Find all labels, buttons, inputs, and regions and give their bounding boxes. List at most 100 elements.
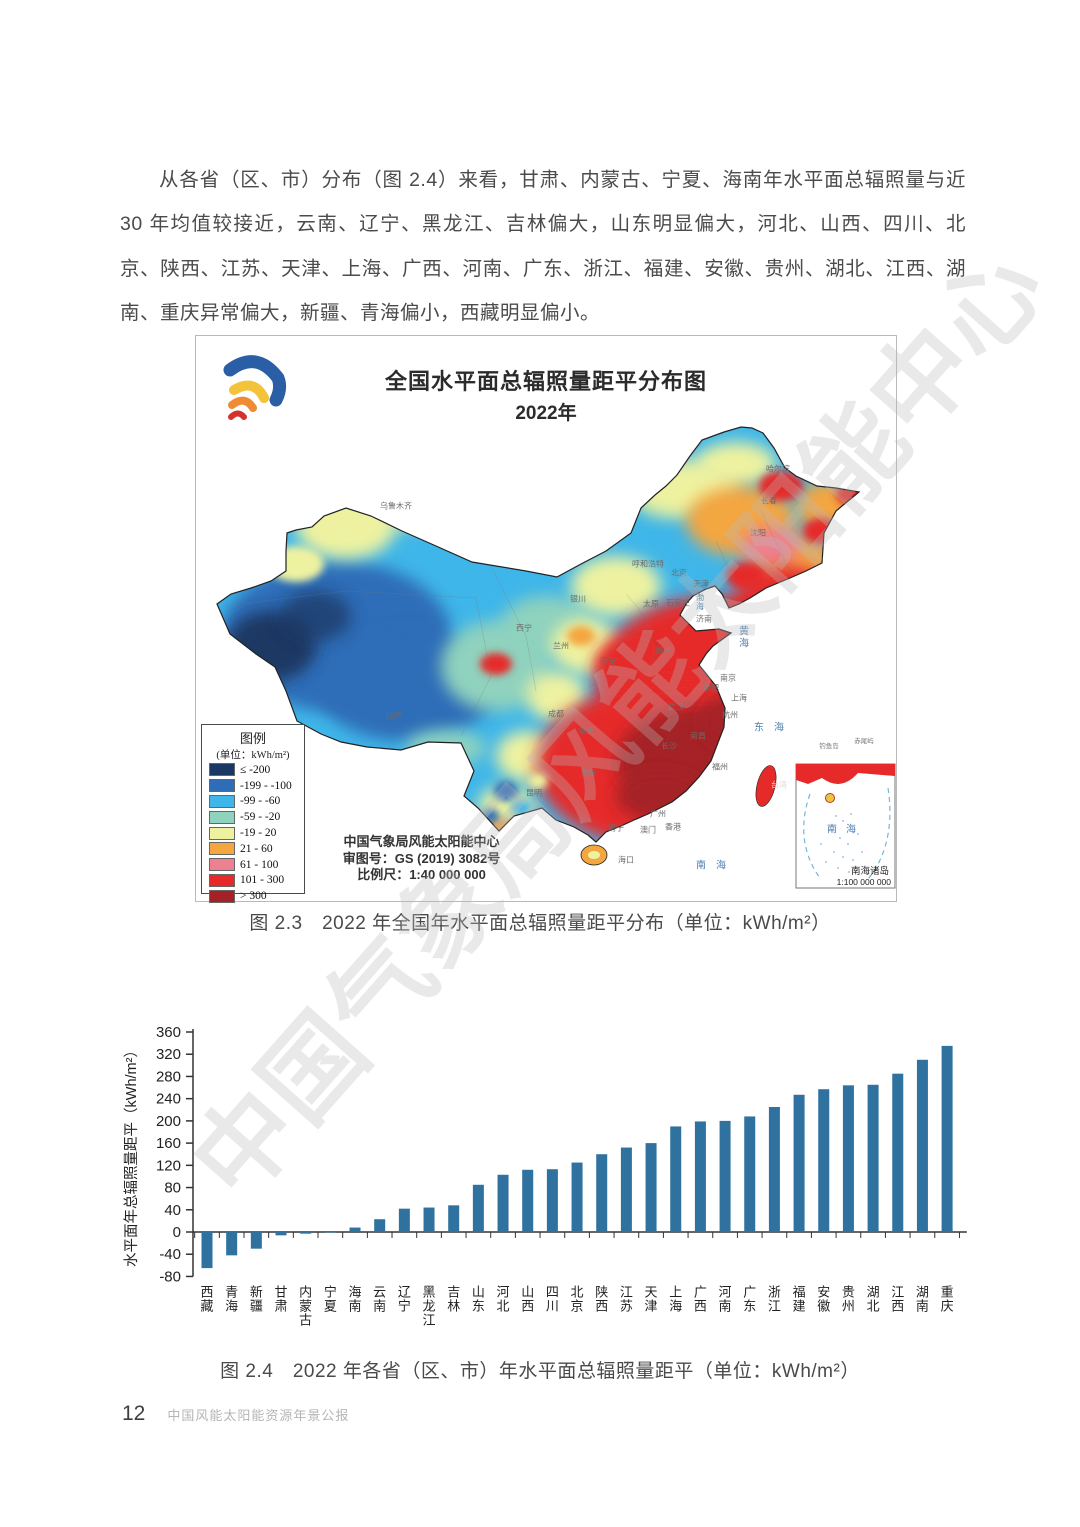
bar-青海	[226, 1232, 238, 1256]
city-label: 长沙	[661, 741, 677, 751]
legend-swatch	[209, 810, 235, 824]
svg-text:320: 320	[156, 1046, 181, 1063]
bar-黑龙江	[423, 1207, 435, 1232]
city-label: 沈阳	[750, 528, 766, 538]
sea-label: 东海	[754, 722, 794, 734]
city-label: 西安	[600, 656, 616, 666]
legend-swatch	[209, 858, 235, 872]
bar-福建	[793, 1094, 805, 1232]
city-label: 兰州	[553, 641, 569, 651]
svg-text:120: 120	[156, 1157, 181, 1174]
map-note-approval: 审图号：GS (2019) 3082号	[342, 850, 501, 866]
x-label-黑龙江: 黑龙江	[423, 1284, 436, 1327]
svg-text:280: 280	[156, 1068, 181, 1085]
x-label-云南: 云南	[373, 1284, 386, 1313]
legend-swatch	[209, 763, 235, 777]
legend-row: ≤ -200	[202, 762, 304, 778]
sea-label: 黄海	[739, 626, 749, 650]
x-label-湖北: 湖北	[867, 1284, 880, 1313]
bar-吉林	[448, 1205, 460, 1232]
bar-四川	[546, 1169, 558, 1232]
city-label: 长春	[761, 496, 777, 506]
x-label-江苏: 江苏	[620, 1284, 633, 1313]
bar-新疆	[250, 1232, 262, 1249]
city-label: 成都	[548, 709, 564, 719]
legend-row: 21 - 60	[202, 841, 304, 857]
city-label: 上海	[731, 693, 747, 703]
x-label-浙江: 浙江	[768, 1284, 781, 1313]
bar-浙江	[768, 1107, 780, 1232]
x-label-上海: 上海	[669, 1284, 682, 1313]
map-note-scale: 比例尺：1:40 000 000	[357, 867, 486, 882]
bar-甘肃	[275, 1232, 287, 1236]
x-label-海南: 海南	[349, 1284, 362, 1313]
city-label: 济南	[696, 614, 712, 624]
x-label-河南: 河南	[719, 1284, 732, 1313]
bar-北京	[571, 1162, 583, 1232]
cma-wind-solar-logo	[223, 355, 287, 420]
x-label-湖南: 湖南	[916, 1284, 929, 1313]
city-label: 郑州	[655, 646, 671, 656]
legend-row: 61 - 100	[202, 857, 304, 873]
x-label-陕西: 陕西	[595, 1284, 608, 1313]
city-label: 西宁	[516, 623, 532, 633]
city-label: 武汉	[668, 702, 684, 712]
map-legend: 图例 (单位：kWh/m²) ≤ -200 -199 - -100 -99 - -6…	[201, 724, 305, 903]
legend-label: > 300	[240, 890, 267, 903]
sea-label: 南海	[696, 860, 736, 872]
x-label-宁夏: 宁夏	[324, 1284, 337, 1313]
inset-scale-label: 1:100 000 000	[836, 877, 891, 887]
city-label: 合肥	[703, 683, 719, 693]
city-label: 香港	[665, 822, 681, 832]
city-label: 福州	[712, 762, 728, 772]
x-label-天津: 天津	[645, 1284, 658, 1313]
city-label: 拉萨	[386, 711, 402, 721]
bar-河南	[719, 1120, 731, 1232]
x-label-广东: 广东	[743, 1284, 756, 1313]
legend-label: 101 - 300	[240, 874, 285, 887]
bar-安徽	[818, 1089, 830, 1232]
svg-text:-80: -80	[159, 1268, 181, 1285]
legend-swatch	[209, 889, 235, 903]
bar-山西	[522, 1169, 534, 1232]
x-label-甘肃: 甘肃	[275, 1284, 288, 1313]
legend-swatch	[209, 873, 235, 887]
map-notes: 中国气象局风能太阳能中心 审图号：GS (2019) 3082号 比例尺：1:4…	[314, 834, 529, 884]
island-label: 赤尾屿	[854, 738, 874, 745]
svg-text:160: 160	[156, 1135, 181, 1152]
x-label-四川: 四川	[546, 1284, 559, 1313]
figure-2-4-caption: 图 2.4 2022 年各省（区、市）年水平面总辐照量距平（单位：kWh/m²）	[220, 1361, 860, 1382]
x-label-安徽: 安徽	[817, 1284, 830, 1313]
city-label: 昆明	[526, 788, 542, 798]
city-label: 南宁	[608, 823, 624, 833]
x-label-西藏: 西藏	[200, 1284, 213, 1313]
bar-宁夏	[324, 1232, 336, 1233]
legend-label: -99 - -60	[240, 795, 281, 808]
figure-2-3-caption: 图 2.3 2022 年全国年水平面总辐照量距平分布（单位：kWh/m²）	[249, 913, 831, 934]
x-label-内蒙古: 内蒙古	[299, 1284, 312, 1327]
bar-广东	[744, 1116, 756, 1232]
hainan-island	[580, 844, 608, 866]
legend-label: -19 - 20	[240, 827, 277, 840]
x-label-新疆: 新疆	[250, 1284, 263, 1313]
city-label: 广州	[650, 809, 666, 819]
x-label-山西: 山西	[521, 1284, 534, 1313]
bar-云南	[374, 1219, 386, 1232]
city-label: 澳门	[640, 825, 656, 835]
legend-swatch	[209, 842, 235, 856]
page-footer: 12 中国风能太阳能资源年景公报	[122, 1402, 349, 1426]
x-label-北京: 北京	[571, 1284, 584, 1313]
y-axis-title: 水平面年总辐照量距平（kWh/m²）	[123, 1043, 140, 1267]
x-label-河北: 河北	[497, 1284, 510, 1313]
x-label-贵州: 贵州	[842, 1284, 855, 1313]
bar-山东	[472, 1184, 484, 1232]
svg-text:80: 80	[164, 1180, 181, 1197]
bar-内蒙古	[300, 1232, 312, 1234]
x-label-辽宁: 辽宁	[398, 1284, 411, 1313]
city-label: 杭州	[722, 710, 738, 720]
bar-河北	[497, 1174, 509, 1232]
page-number: 12	[122, 1402, 146, 1425]
legend-unit: (单位：kWh/m²)	[216, 750, 290, 761]
legend-row: -199 - -100	[202, 778, 304, 794]
